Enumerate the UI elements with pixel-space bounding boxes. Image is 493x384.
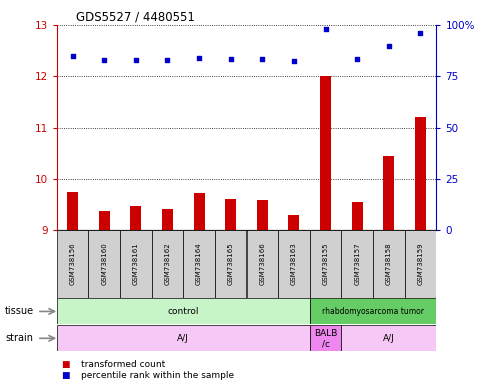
Text: percentile rank within the sample: percentile rank within the sample xyxy=(81,371,235,380)
Bar xyxy=(88,230,120,298)
Bar xyxy=(415,118,426,230)
Bar xyxy=(341,325,436,351)
Bar xyxy=(352,202,363,230)
Point xyxy=(258,56,266,62)
Point xyxy=(385,43,393,49)
Point xyxy=(100,57,108,63)
Text: transformed count: transformed count xyxy=(81,359,166,369)
Text: tissue: tissue xyxy=(5,306,34,316)
Bar xyxy=(120,230,152,298)
Bar xyxy=(183,230,215,298)
Text: GSM738158: GSM738158 xyxy=(386,243,392,285)
Point xyxy=(417,30,424,36)
Bar xyxy=(225,199,236,230)
Text: A/J: A/J xyxy=(177,334,189,343)
Bar xyxy=(246,230,278,298)
Point xyxy=(195,55,203,61)
Text: GSM738161: GSM738161 xyxy=(133,243,139,285)
Bar xyxy=(310,298,436,324)
Bar xyxy=(373,230,405,298)
Text: ■: ■ xyxy=(62,371,70,380)
Bar xyxy=(215,230,246,298)
Bar xyxy=(257,200,268,230)
Point xyxy=(69,53,76,59)
Text: GSM738156: GSM738156 xyxy=(70,243,75,285)
Point xyxy=(164,57,172,63)
Bar xyxy=(130,206,141,230)
Bar xyxy=(288,215,299,230)
Text: GSM738160: GSM738160 xyxy=(101,243,107,285)
Text: GSM738162: GSM738162 xyxy=(164,243,171,285)
Bar xyxy=(99,211,109,230)
Text: GSM738166: GSM738166 xyxy=(259,243,265,285)
Bar xyxy=(67,192,78,230)
Bar xyxy=(57,298,310,324)
Bar xyxy=(341,230,373,298)
Point xyxy=(227,56,235,62)
Bar xyxy=(320,76,331,230)
Text: GSM738163: GSM738163 xyxy=(291,243,297,285)
Text: GDS5527 / 4480551: GDS5527 / 4480551 xyxy=(76,11,195,24)
Bar xyxy=(194,194,205,230)
Text: BALB
/c: BALB /c xyxy=(314,329,337,348)
Bar xyxy=(152,230,183,298)
Bar xyxy=(278,230,310,298)
Bar xyxy=(405,230,436,298)
Text: rhabdomyosarcoma tumor: rhabdomyosarcoma tumor xyxy=(322,307,424,316)
Bar xyxy=(310,325,341,351)
Text: GSM738159: GSM738159 xyxy=(418,243,423,285)
Point xyxy=(132,57,140,63)
Text: ■: ■ xyxy=(62,359,70,369)
Bar xyxy=(310,230,341,298)
Text: A/J: A/J xyxy=(383,334,395,343)
Bar xyxy=(57,230,88,298)
Text: GSM738157: GSM738157 xyxy=(354,243,360,285)
Text: GSM738165: GSM738165 xyxy=(228,243,234,285)
Point xyxy=(290,58,298,64)
Bar xyxy=(384,156,394,230)
Text: GSM738164: GSM738164 xyxy=(196,243,202,285)
Bar xyxy=(57,325,310,351)
Text: control: control xyxy=(168,307,199,316)
Text: GSM738155: GSM738155 xyxy=(322,243,329,285)
Point xyxy=(321,26,329,32)
Text: strain: strain xyxy=(5,333,33,343)
Bar xyxy=(162,209,173,230)
Point xyxy=(353,56,361,62)
